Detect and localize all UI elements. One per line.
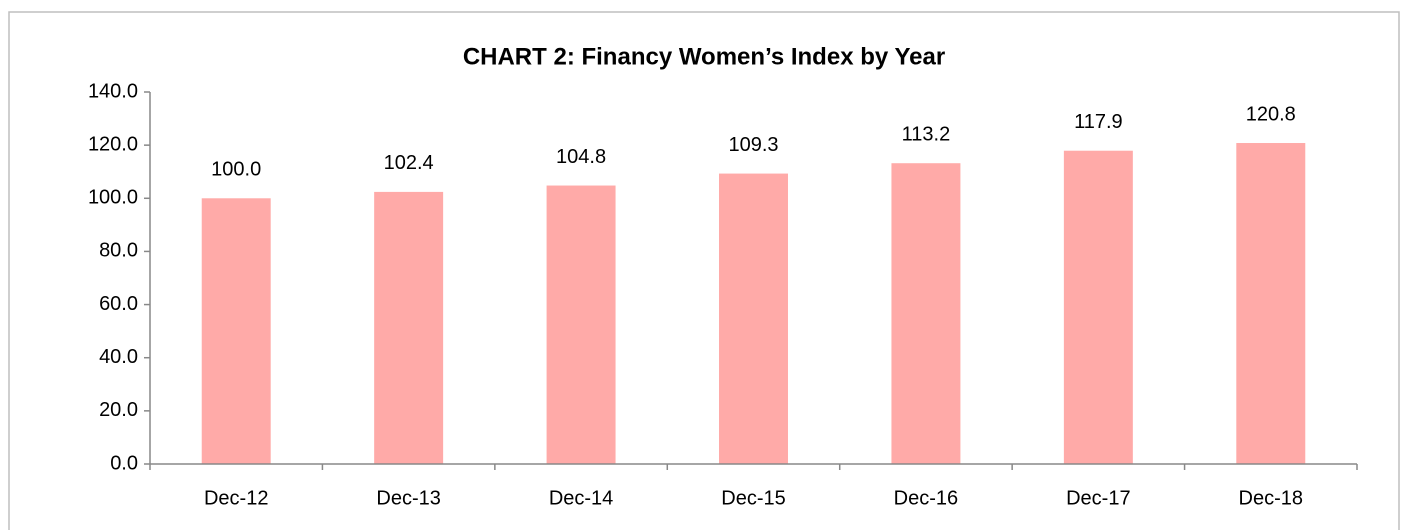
x-tick-label: Dec-15: [721, 487, 785, 509]
bar: [374, 191, 444, 464]
value-label: 120.8: [1246, 103, 1296, 125]
y-tick-label: 40.0: [99, 346, 138, 368]
x-tick-label: Dec-13: [376, 487, 440, 509]
value-label: 113.2: [902, 123, 951, 145]
y-tick-label: 60.0: [99, 293, 138, 315]
bar: [1063, 150, 1133, 465]
value-label: 100.0: [211, 159, 261, 181]
bar: [1236, 143, 1306, 464]
value-label: 102.4: [384, 152, 434, 174]
chart-title: CHART 2: Financy Women’s Index by Year: [463, 43, 945, 70]
value-label: 109.3: [728, 134, 778, 156]
bar: [546, 185, 616, 464]
y-tick-label: 140.0: [88, 80, 138, 102]
y-tick-label: 100.0: [88, 187, 138, 209]
y-tick-label: 20.0: [99, 399, 138, 421]
x-tick-label: Dec-16: [894, 487, 958, 509]
x-tick-label: Dec-14: [549, 487, 613, 509]
y-tick-label: 120.0: [88, 133, 138, 155]
bar: [891, 163, 961, 464]
value-label: 117.9: [1074, 111, 1123, 133]
value-label: 104.8: [556, 146, 606, 168]
bar: [201, 198, 271, 465]
x-tick-label: Dec-17: [1066, 487, 1130, 509]
y-tick-label: 0.0: [110, 452, 138, 474]
y-tick-label: 80.0: [99, 240, 138, 262]
bar: [719, 173, 788, 464]
x-tick-label: Dec-12: [204, 487, 268, 509]
x-tick-label: Dec-18: [1239, 487, 1303, 509]
